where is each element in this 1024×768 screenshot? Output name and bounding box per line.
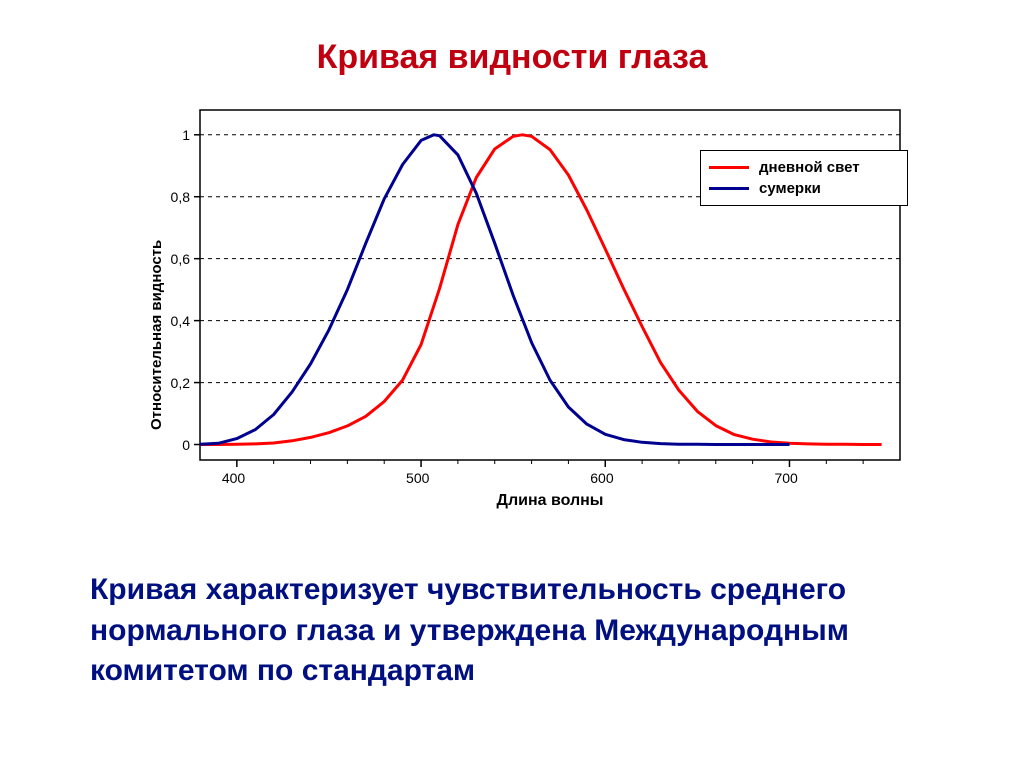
y-axis-label: Относительная видность: [148, 240, 165, 430]
legend-item: сумерки: [709, 180, 899, 197]
x-tick-label: 400: [222, 470, 245, 486]
x-axis-label: Длина волны: [200, 492, 900, 510]
legend-label: дневной свет: [759, 159, 860, 176]
y-tick-label: 0,6: [160, 251, 190, 267]
luminosity-chart: дневной свет сумерки Относительная виднос…: [120, 100, 920, 520]
y-tick-label: 0,4: [160, 313, 190, 329]
y-tick-label: 0: [160, 437, 190, 453]
x-tick-label: 500: [406, 470, 429, 486]
caption-text: Кривая характеризует чувствительность ср…: [90, 570, 950, 692]
y-tick-label: 0,2: [160, 375, 190, 391]
x-tick-label: 700: [774, 470, 797, 486]
title-text: Кривая видности глаза: [317, 38, 708, 76]
legend-swatch: [709, 187, 749, 190]
page-title: Кривая видности глаза: [0, 38, 1024, 77]
legend-swatch: [709, 166, 749, 169]
legend-label: сумерки: [759, 180, 821, 197]
y-tick-label: 1: [160, 127, 190, 143]
x-tick-label: 600: [590, 470, 613, 486]
chart-legend: дневной свет сумерки: [700, 150, 908, 206]
y-tick-label: 0,8: [160, 189, 190, 205]
legend-item: дневной свет: [709, 159, 899, 176]
